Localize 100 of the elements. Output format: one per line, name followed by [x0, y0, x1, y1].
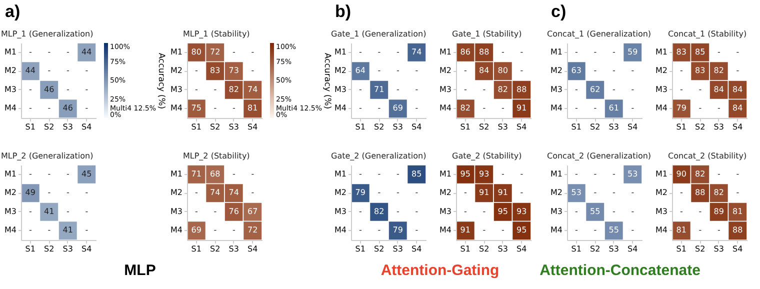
x-tick-label: S3: [62, 122, 73, 132]
data-label: 62: [590, 84, 600, 94]
data-label: 44: [25, 66, 36, 76]
y-tick-label: M4: [550, 104, 562, 113]
x-tick-label: S3: [228, 244, 239, 254]
text: -: [574, 84, 578, 94]
text: -: [378, 226, 381, 235]
data-label: 84: [732, 84, 743, 94]
data-label: 55: [608, 226, 619, 235]
x-tick-label: S4: [628, 244, 638, 254]
text: -: [378, 104, 381, 113]
text: -: [501, 226, 504, 235]
text: -: [698, 104, 702, 113]
x-tick-label: S1: [25, 122, 36, 132]
text: -: [680, 66, 683, 76]
text: -: [612, 169, 616, 178]
data-label: 46: [44, 84, 54, 94]
text: -: [251, 169, 254, 178]
y-tick-label: M2: [550, 66, 562, 76]
x-tick-label: S2: [44, 244, 54, 254]
data-label: 41: [44, 206, 54, 216]
text: -: [28, 84, 32, 94]
text: -: [631, 206, 634, 216]
x-tick-label: S2: [44, 122, 54, 132]
text: -: [358, 206, 362, 216]
x-tick-label: S3: [714, 122, 724, 132]
text: -: [415, 226, 418, 235]
data-label: 80: [191, 47, 202, 56]
x-tick-label: S4: [248, 244, 258, 254]
data-label: 81: [676, 226, 686, 235]
data-label: 49: [25, 188, 36, 198]
y-tick-label: M1: [656, 169, 668, 178]
y-tick-label: M3: [170, 206, 182, 216]
data-label: 95: [498, 206, 508, 216]
x-tick-label: S3: [228, 122, 239, 132]
data-label: 95: [516, 226, 527, 235]
text: -: [736, 169, 740, 178]
chart-title: MLP_1 (Stability): [183, 30, 250, 39]
y-tick-label: M3: [656, 84, 668, 94]
text: -: [194, 188, 198, 198]
text: -: [594, 226, 597, 235]
text: -: [594, 169, 597, 178]
x-tick-label: S1: [191, 244, 202, 254]
text: -: [594, 66, 597, 76]
x-tick-label: S4: [412, 244, 422, 254]
text: -: [612, 206, 616, 216]
x-tick-label: S4: [248, 122, 258, 132]
text: -: [28, 104, 32, 113]
data-label: 91: [498, 188, 508, 198]
text: -: [251, 188, 254, 198]
text: -: [574, 47, 578, 56]
text: -: [464, 206, 467, 216]
text: -: [48, 47, 51, 56]
x-tick-label: S2: [479, 244, 490, 254]
text: -: [717, 169, 720, 178]
y-tick-label: M3: [4, 206, 16, 216]
text: -: [194, 206, 198, 216]
data-label: 82: [714, 188, 724, 198]
text: -: [736, 47, 740, 56]
y-tick-label: M3: [4, 84, 16, 94]
data-label: 46: [62, 104, 73, 113]
data-label: 63: [571, 66, 582, 76]
data-label: 89: [714, 206, 724, 216]
text: -: [214, 84, 217, 94]
chart-title: Concat_1 (Generalization): [547, 30, 652, 39]
text: -: [232, 226, 236, 235]
text: -: [232, 104, 236, 113]
text: -: [251, 47, 254, 56]
data-label: 82: [695, 169, 706, 178]
text: -: [66, 188, 70, 198]
y-tick-label: M3: [656, 206, 668, 216]
text: -: [232, 169, 236, 178]
text: -: [378, 66, 381, 76]
data-label: 93: [479, 169, 490, 178]
x-tick-label: S4: [82, 244, 92, 254]
y-tick-label: M4: [4, 226, 16, 235]
y-tick-label: M3: [440, 84, 452, 94]
text: -: [396, 188, 400, 198]
y-tick-label: M4: [440, 104, 452, 113]
data-label: 83: [210, 66, 220, 76]
text: -: [520, 188, 524, 198]
y-tick-label: M1: [440, 169, 452, 178]
text: -: [520, 66, 524, 76]
x-tick-label: S2: [695, 122, 706, 132]
x-tick-label: S3: [608, 122, 619, 132]
data-label: 85: [695, 47, 706, 56]
text: -: [85, 188, 88, 198]
chart-title: Gate_1 (Generalization): [331, 30, 426, 39]
text: -: [631, 104, 634, 113]
chart-title: MLP_2 (Stability): [183, 152, 250, 161]
data-label: 44: [82, 47, 92, 56]
text: -: [464, 66, 467, 76]
text: -: [28, 226, 32, 235]
data-label: 82: [714, 66, 724, 76]
y-tick-label: M4: [4, 104, 16, 113]
data-label: 79: [676, 104, 686, 113]
text: -: [85, 66, 88, 76]
x-tick-label: S1: [676, 244, 686, 254]
chart-title: Concat_1 (Stability): [668, 30, 747, 39]
text: -: [482, 84, 486, 94]
